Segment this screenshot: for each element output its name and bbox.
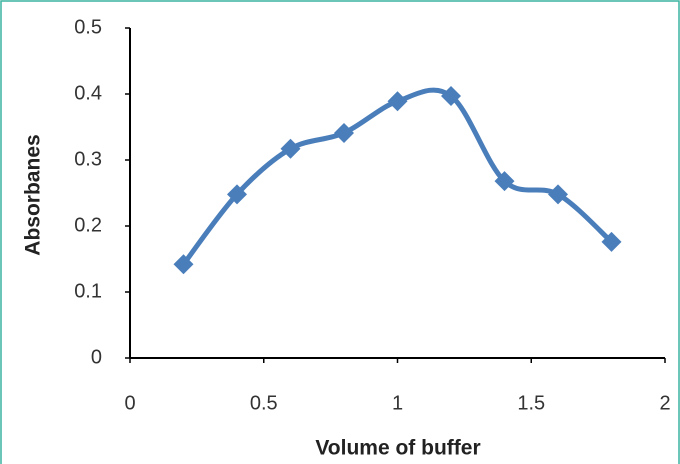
marker xyxy=(173,254,194,275)
y-tick-label: 0.1 xyxy=(74,280,102,302)
marker xyxy=(227,184,247,205)
marker xyxy=(280,138,301,159)
y-axis-label: Absorbanes xyxy=(22,134,45,255)
x-tick-label: 0.5 xyxy=(250,392,278,414)
marker xyxy=(334,122,354,143)
marker xyxy=(601,231,622,252)
y-tick-label: 0.2 xyxy=(74,214,102,236)
marker xyxy=(494,171,515,192)
x-tick-label: 2 xyxy=(659,392,670,414)
y-tick-label: 0.3 xyxy=(74,148,102,170)
marker xyxy=(548,184,568,205)
x-tick-label: 0 xyxy=(124,392,135,414)
marker xyxy=(441,85,461,106)
y-tick-label: 0 xyxy=(91,346,102,368)
x-tick-label: 1 xyxy=(392,392,403,414)
y-tick-label: 0.4 xyxy=(74,82,102,104)
marker xyxy=(387,91,408,112)
x-tick-label: 1.5 xyxy=(517,392,545,414)
y-tick-label: 0.5 xyxy=(74,16,102,38)
x-axis-label: Volume of buffer xyxy=(315,437,480,460)
line xyxy=(181,87,614,266)
